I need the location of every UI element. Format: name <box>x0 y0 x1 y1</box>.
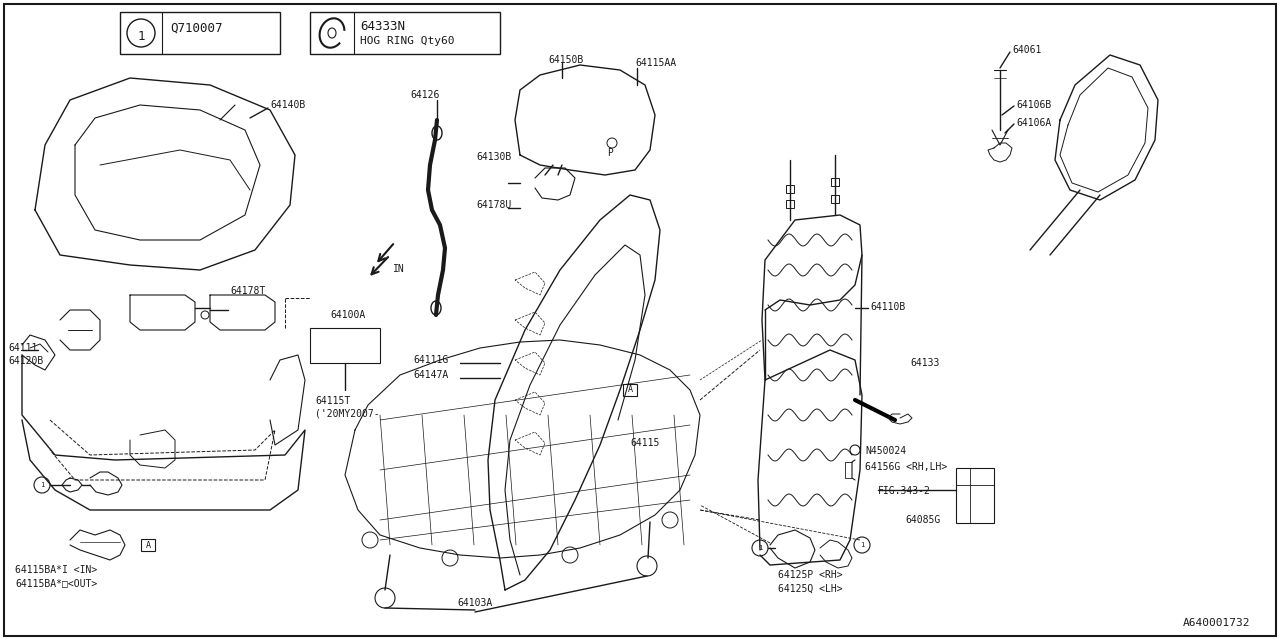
Bar <box>623 384 637 396</box>
Text: 64130B: 64130B <box>476 152 511 162</box>
Text: 64115BA*□<OUT>: 64115BA*□<OUT> <box>15 578 97 588</box>
Text: 1: 1 <box>860 542 864 548</box>
Text: IN: IN <box>393 264 404 274</box>
Text: 64115T: 64115T <box>315 396 351 406</box>
Bar <box>141 539 155 551</box>
Text: 64150B: 64150B <box>548 55 584 65</box>
Text: N450024: N450024 <box>865 446 906 456</box>
Text: 64126: 64126 <box>410 90 439 100</box>
Text: 64178U: 64178U <box>476 200 511 210</box>
Text: FIG.343-2: FIG.343-2 <box>878 486 931 496</box>
Text: 64103A: 64103A <box>457 598 493 608</box>
Text: 64061: 64061 <box>1012 45 1042 55</box>
Bar <box>956 468 995 523</box>
Text: 64125P <RH>: 64125P <RH> <box>778 570 842 580</box>
Text: 1: 1 <box>137 31 145 44</box>
Bar <box>310 12 500 54</box>
Text: A: A <box>146 541 151 550</box>
Text: 1: 1 <box>758 545 762 551</box>
Text: 64085G: 64085G <box>905 515 941 525</box>
Bar <box>310 328 380 363</box>
Bar <box>786 185 794 193</box>
Bar <box>831 178 838 186</box>
Text: 64156G <RH,LH>: 64156G <RH,LH> <box>865 462 947 472</box>
Text: 64110B: 64110B <box>870 302 905 312</box>
Text: ('20MY2007-: ('20MY2007- <box>315 409 380 419</box>
Text: 64115AA: 64115AA <box>635 58 676 68</box>
Text: 64140B: 64140B <box>270 100 305 110</box>
Text: 64111G: 64111G <box>413 355 448 365</box>
Text: 64115BA*I <IN>: 64115BA*I <IN> <box>15 565 97 575</box>
Text: 64178T: 64178T <box>230 286 265 296</box>
Text: HOG RING Qty60: HOG RING Qty60 <box>360 36 454 46</box>
Text: 1: 1 <box>40 482 44 488</box>
Text: 64133: 64133 <box>910 358 940 368</box>
Text: Q710007: Q710007 <box>170 22 223 35</box>
Text: 64120B: 64120B <box>8 356 44 366</box>
Text: P: P <box>607 148 613 158</box>
Text: 64125Q <LH>: 64125Q <LH> <box>778 584 842 594</box>
Bar <box>831 195 838 203</box>
Text: 64100A: 64100A <box>330 310 365 320</box>
Text: 64115: 64115 <box>630 438 659 448</box>
Text: 64106A: 64106A <box>1016 118 1051 128</box>
Text: 64111: 64111 <box>8 343 37 353</box>
Bar <box>120 12 280 54</box>
Text: A: A <box>627 385 632 394</box>
Text: 64147A: 64147A <box>413 370 448 380</box>
Text: A640001732: A640001732 <box>1183 618 1251 628</box>
Bar <box>786 200 794 208</box>
Text: 64106B: 64106B <box>1016 100 1051 110</box>
Text: 64333N: 64333N <box>360 20 404 33</box>
